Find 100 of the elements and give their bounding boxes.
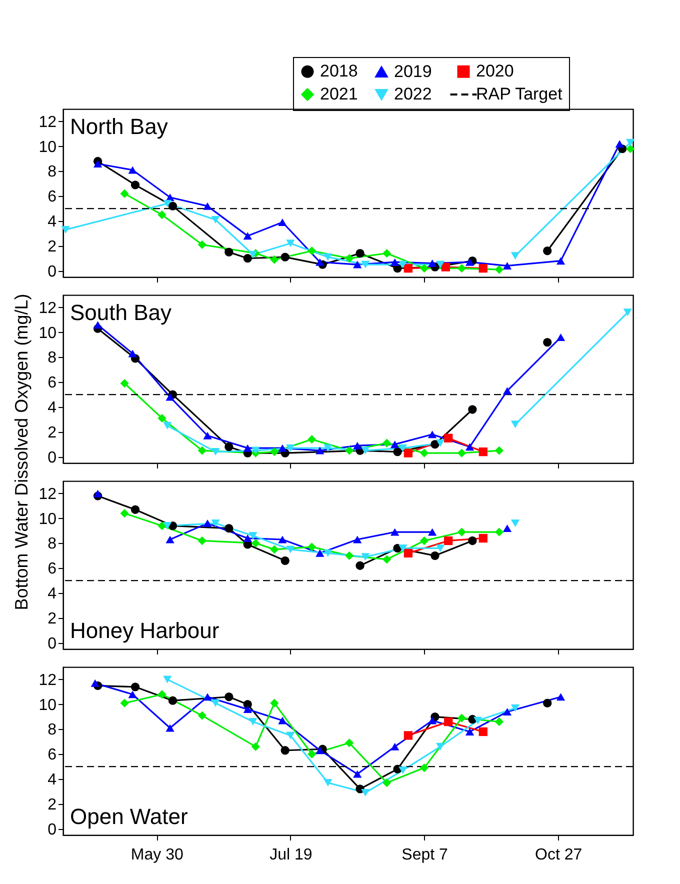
- x-tick-label: Oct 27: [535, 846, 582, 864]
- point: [436, 742, 445, 750]
- point: [398, 766, 408, 774]
- point: [278, 536, 287, 544]
- point: [163, 422, 172, 430]
- point: [278, 218, 287, 226]
- point: [390, 528, 400, 536]
- x-tick-label: May 30: [130, 846, 184, 864]
- point: [393, 447, 402, 456]
- y-tick-label: 6: [48, 560, 57, 578]
- point: [404, 731, 413, 740]
- point: [468, 405, 477, 414]
- point: [502, 708, 512, 716]
- y-tick-label: 0: [48, 635, 57, 652]
- point: [420, 536, 429, 546]
- point: [198, 536, 206, 546]
- point: [473, 716, 482, 724]
- point: [404, 548, 413, 558]
- point: [224, 442, 234, 452]
- y-tick-label: 4: [48, 772, 57, 788]
- point: [457, 448, 466, 458]
- point: [465, 258, 474, 266]
- point: [390, 258, 400, 266]
- point: [420, 264, 429, 273]
- point: [90, 679, 100, 687]
- y-tick-label: 2: [48, 796, 57, 814]
- point: [120, 379, 129, 388]
- point: [494, 528, 504, 536]
- point: [502, 524, 512, 532]
- point: [510, 420, 520, 428]
- y-tick-label: 12: [38, 114, 57, 131]
- point: [120, 189, 129, 198]
- y-tick-label: 4: [48, 400, 57, 416]
- point: [615, 140, 624, 148]
- point: [465, 728, 474, 736]
- point: [166, 536, 174, 544]
- point: [345, 254, 354, 263]
- point: [308, 246, 316, 256]
- point: [420, 763, 429, 772]
- point: [382, 249, 392, 258]
- point: [286, 444, 295, 452]
- point: [270, 255, 279, 264]
- point: [353, 770, 362, 778]
- point: [502, 387, 512, 395]
- point: [436, 260, 445, 268]
- point: [93, 321, 102, 329]
- point: [428, 430, 437, 438]
- point: [251, 446, 260, 454]
- point: [243, 534, 252, 542]
- y-axis-title: Bottom Water Dissolved Oxygen (mg/L): [12, 294, 32, 610]
- y-tick-label: 10: [38, 138, 57, 156]
- chart-title: South Bay: [70, 300, 172, 325]
- point: [543, 246, 552, 256]
- point: [203, 520, 212, 528]
- point: [158, 210, 166, 220]
- point: [128, 166, 137, 174]
- legend-label: 2018: [320, 62, 358, 81]
- point: [510, 520, 520, 528]
- y-tick-label: 10: [38, 510, 57, 528]
- legend-label: 2021: [320, 84, 358, 104]
- y-tick-label: 0: [48, 821, 57, 838]
- point: [556, 334, 566, 342]
- point: [280, 252, 290, 262]
- y-tick-label: 6: [48, 746, 57, 764]
- point: [166, 724, 174, 732]
- y-tick-label: 0: [48, 449, 57, 466]
- point: [324, 253, 332, 261]
- point: [626, 138, 635, 146]
- point: [468, 536, 477, 546]
- point: [316, 549, 324, 557]
- y-tick-label: 0: [48, 263, 57, 280]
- point: [430, 551, 440, 560]
- point: [390, 440, 400, 448]
- point: [324, 778, 332, 786]
- point: [626, 144, 635, 154]
- point: [211, 448, 220, 456]
- x-tick-label: Jul 19: [270, 846, 312, 864]
- point: [353, 536, 362, 544]
- point: [280, 556, 290, 565]
- point: [316, 746, 324, 754]
- point: [128, 690, 137, 698]
- point: [61, 226, 70, 234]
- y-tick-label: 6: [48, 188, 57, 206]
- point: [198, 711, 206, 720]
- point: [478, 264, 488, 273]
- point: [444, 717, 453, 726]
- point: [353, 442, 362, 450]
- legend-label: 2019: [394, 62, 432, 81]
- point: [130, 505, 140, 514]
- point: [441, 262, 450, 272]
- point: [168, 202, 178, 210]
- point: [203, 693, 212, 701]
- point: [211, 520, 220, 528]
- point: [382, 778, 392, 788]
- point: [430, 440, 440, 449]
- point: [361, 553, 370, 561]
- point: [543, 338, 552, 347]
- point: [356, 249, 364, 258]
- point: [444, 434, 453, 442]
- y-tick-label: 8: [48, 164, 57, 181]
